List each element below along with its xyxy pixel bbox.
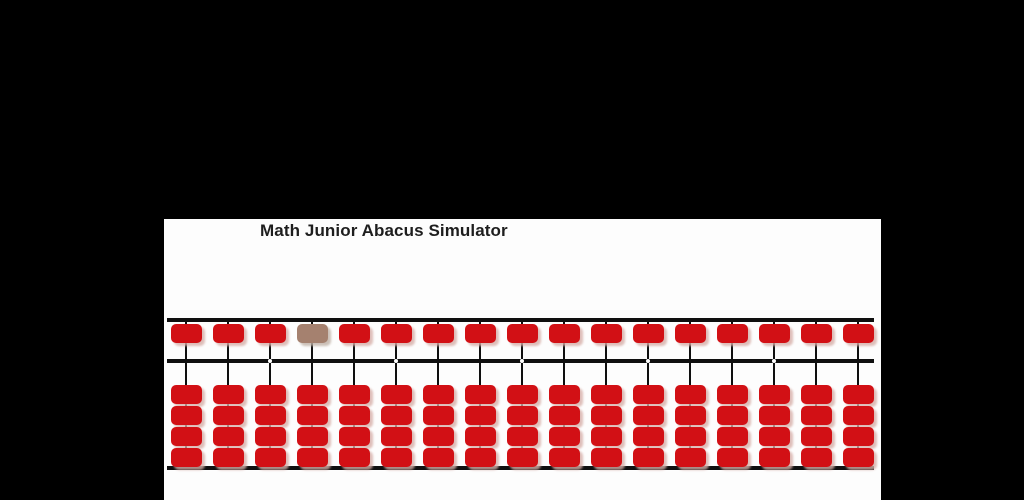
- earth-bead-rod-5-row-4[interactable]: [338, 448, 370, 467]
- earth-bead-rod-10-row-1[interactable]: [548, 385, 580, 404]
- earth-bead-rod-2-row-3[interactable]: [212, 427, 244, 446]
- earth-bead-rod-13-row-4[interactable]: [674, 448, 706, 467]
- earth-bead-rod-17-row-2[interactable]: [842, 406, 874, 425]
- earth-bead-rod-12-row-1[interactable]: [632, 385, 664, 404]
- earth-bead-rod-8-row-2[interactable]: [464, 406, 496, 425]
- earth-bead-rod-13-row-2[interactable]: [674, 406, 706, 425]
- earth-bead-rod-6-row-2[interactable]: [380, 406, 412, 425]
- earth-bead-rod-9-row-3[interactable]: [506, 427, 538, 446]
- earth-bead-rod-6-row-4[interactable]: [380, 448, 412, 467]
- earth-bead-rod-7-row-1[interactable]: [422, 385, 454, 404]
- earth-bead-rod-3-row-3[interactable]: [254, 427, 286, 446]
- earth-bead-rod-15-row-1[interactable]: [758, 385, 790, 404]
- earth-bead-rod-10-row-4[interactable]: [548, 448, 580, 467]
- earth-bead-rod-2-row-2[interactable]: [212, 406, 244, 425]
- earth-bead-rod-7-row-3[interactable]: [422, 427, 454, 446]
- abacus-top-frame-bar: [167, 318, 874, 322]
- earth-bead-rod-11-row-3[interactable]: [590, 427, 622, 446]
- earth-bead-rod-8-row-3[interactable]: [464, 427, 496, 446]
- earth-bead-rod-1-row-2[interactable]: [170, 406, 202, 425]
- heaven-bead-rod-2[interactable]: [212, 324, 244, 343]
- earth-bead-rod-11-row-1[interactable]: [590, 385, 622, 404]
- heaven-bead-rod-11[interactable]: [590, 324, 622, 343]
- heaven-bead-rod-8[interactable]: [464, 324, 496, 343]
- heaven-bead-rod-10[interactable]: [548, 324, 580, 343]
- earth-bead-rod-9-row-4[interactable]: [506, 448, 538, 467]
- earth-bead-rod-8-row-4[interactable]: [464, 448, 496, 467]
- heaven-bead-selected[interactable]: [296, 324, 328, 343]
- earth-bead-rod-3-row-2[interactable]: [254, 406, 286, 425]
- earth-bead-rod-12-row-3[interactable]: [632, 427, 664, 446]
- earth-bead-rod-5-row-2[interactable]: [338, 406, 370, 425]
- earth-bead-rod-15-row-4[interactable]: [758, 448, 790, 467]
- earth-bead-rod-3-row-1[interactable]: [254, 385, 286, 404]
- heaven-bead-rod-17[interactable]: [842, 324, 874, 343]
- earth-bead-rod-8-row-1[interactable]: [464, 385, 496, 404]
- earth-bead-rod-12-row-4[interactable]: [632, 448, 664, 467]
- heaven-bead-rod-16[interactable]: [800, 324, 832, 343]
- heaven-bead-rod-9[interactable]: [506, 324, 538, 343]
- earth-bead-rod-16-row-4[interactable]: [800, 448, 832, 467]
- earth-bead-rod-17-row-4[interactable]: [842, 448, 874, 467]
- heaven-bead-rod-14[interactable]: [716, 324, 748, 343]
- app-title: Math Junior Abacus Simulator: [260, 221, 508, 240]
- earth-bead-rod-11-row-4[interactable]: [590, 448, 622, 467]
- earth-bead-rod-9-row-1[interactable]: [506, 385, 538, 404]
- unit-dot-rod-3: [268, 359, 272, 363]
- earth-bead-rod-13-row-1[interactable]: [674, 385, 706, 404]
- earth-bead-rod-1-row-1[interactable]: [170, 385, 202, 404]
- earth-bead-rod-4-row-1[interactable]: [296, 385, 328, 404]
- earth-bead-rod-16-row-3[interactable]: [800, 427, 832, 446]
- earth-bead-rod-15-row-2[interactable]: [758, 406, 790, 425]
- earth-bead-rod-16-row-2[interactable]: [800, 406, 832, 425]
- earth-bead-rod-13-row-3[interactable]: [674, 427, 706, 446]
- earth-bead-rod-15-row-3[interactable]: [758, 427, 790, 446]
- earth-bead-rod-4-row-4[interactable]: [296, 448, 328, 467]
- earth-bead-rod-4-row-3[interactable]: [296, 427, 328, 446]
- abacus: [164, 219, 881, 500]
- app-panel: Math Junior Abacus Simulator: [164, 219, 881, 500]
- earth-bead-rod-7-row-2[interactable]: [422, 406, 454, 425]
- heaven-bead-rod-15[interactable]: [758, 324, 790, 343]
- heaven-bead-rod-13[interactable]: [674, 324, 706, 343]
- abacus-bottom-frame-bar: [167, 466, 874, 470]
- unit-dot-rod-9: [520, 359, 524, 363]
- heaven-bead-rod-6[interactable]: [380, 324, 412, 343]
- earth-bead-rod-1-row-3[interactable]: [170, 427, 202, 446]
- earth-bead-rod-1-row-4[interactable]: [170, 448, 202, 467]
- earth-bead-rod-2-row-4[interactable]: [212, 448, 244, 467]
- earth-bead-rod-10-row-2[interactable]: [548, 406, 580, 425]
- earth-bead-rod-14-row-3[interactable]: [716, 427, 748, 446]
- earth-bead-rod-14-row-1[interactable]: [716, 385, 748, 404]
- earth-bead-rod-6-row-3[interactable]: [380, 427, 412, 446]
- unit-dot-rod-12: [646, 359, 650, 363]
- earth-bead-rod-14-row-4[interactable]: [716, 448, 748, 467]
- earth-bead-rod-2-row-1[interactable]: [212, 385, 244, 404]
- earth-bead-rod-10-row-3[interactable]: [548, 427, 580, 446]
- earth-bead-rod-17-row-1[interactable]: [842, 385, 874, 404]
- earth-bead-rod-14-row-2[interactable]: [716, 406, 748, 425]
- heaven-bead-rod-3[interactable]: [254, 324, 286, 343]
- earth-bead-rod-4-row-2[interactable]: [296, 406, 328, 425]
- heaven-bead-rod-7[interactable]: [422, 324, 454, 343]
- earth-bead-rod-12-row-2[interactable]: [632, 406, 664, 425]
- earth-bead-rod-6-row-1[interactable]: [380, 385, 412, 404]
- unit-dot-rod-6: [394, 359, 398, 363]
- earth-bead-rod-5-row-1[interactable]: [338, 385, 370, 404]
- earth-bead-rod-7-row-4[interactable]: [422, 448, 454, 467]
- heaven-bead-rod-5[interactable]: [338, 324, 370, 343]
- earth-bead-rod-9-row-2[interactable]: [506, 406, 538, 425]
- heaven-bead-rod-1[interactable]: [170, 324, 202, 343]
- heaven-bead-rod-12[interactable]: [632, 324, 664, 343]
- earth-bead-rod-5-row-3[interactable]: [338, 427, 370, 446]
- unit-dot-rod-15: [772, 359, 776, 363]
- earth-bead-rod-3-row-4[interactable]: [254, 448, 286, 467]
- earth-bead-rod-17-row-3[interactable]: [842, 427, 874, 446]
- earth-bead-rod-11-row-2[interactable]: [590, 406, 622, 425]
- earth-bead-rod-16-row-1[interactable]: [800, 385, 832, 404]
